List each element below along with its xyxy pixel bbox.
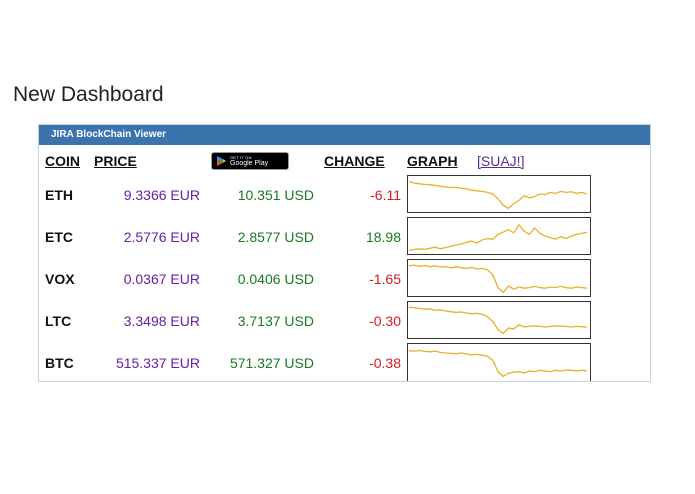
coin-row-ltc: LTC 3.3498 EUR 3.7137 USD -0.30 xyxy=(39,301,650,339)
price-usd: 0.0406 USD xyxy=(237,271,314,287)
coin-symbol: VOX xyxy=(45,271,75,287)
price-eur: 2.5776 EUR xyxy=(123,229,200,245)
price-eur: 515.337 EUR xyxy=(115,355,200,371)
change-value: -1.65 xyxy=(369,271,401,287)
coin-symbol: LTC xyxy=(45,313,72,329)
graph-column-header: GRAPH xyxy=(407,153,458,169)
price-usd: 3.7137 USD xyxy=(237,313,314,329)
price-usd: 2.8577 USD xyxy=(237,229,314,245)
coin-row-etc: ETC 2.5776 EUR 2.8577 USD 18.98 xyxy=(39,217,650,255)
sparkline-line xyxy=(408,181,588,210)
price-eur: 9.3366 EUR xyxy=(123,187,200,203)
sparkline-line xyxy=(408,264,588,294)
sparkline-line xyxy=(408,349,588,378)
page-title: New Dashboard xyxy=(13,83,164,106)
coin-row-btc: BTC 515.337 EUR 571.327 USD -0.38 xyxy=(39,343,650,381)
google-play-badge[interactable]: GET IT ON Google Play xyxy=(211,152,289,170)
change-value: -0.30 xyxy=(369,313,401,329)
coin-column-header: COIN xyxy=(45,153,80,169)
price-eur: 3.3498 EUR xyxy=(123,313,200,329)
play-store-icon xyxy=(217,156,226,166)
sparkline-graph xyxy=(407,259,591,297)
blockchain-viewer-panel: JIRA BlockChain Viewer COIN PRICE GET IT… xyxy=(38,124,651,382)
coin-symbol: ETC xyxy=(45,229,73,245)
sparkline-graph xyxy=(407,175,591,213)
coin-symbol: ETH xyxy=(45,187,73,203)
suaji-link[interactable]: [SUAJ!] xyxy=(477,153,525,169)
sparkline-graph xyxy=(407,301,591,339)
panel-header: JIRA BlockChain Viewer xyxy=(39,125,650,145)
change-value: -6.11 xyxy=(370,187,401,203)
price-eur: 0.0367 EUR xyxy=(123,271,200,287)
coin-row-eth: ETH 9.3366 EUR 10.351 USD -6.11 xyxy=(39,175,650,213)
coin-symbol: BTC xyxy=(45,355,74,371)
badge-small-text: GET IT ON xyxy=(230,154,252,160)
price-column-header: PRICE xyxy=(94,153,137,169)
sparkline-line xyxy=(408,223,588,252)
sparkline-graph xyxy=(407,343,591,381)
change-value: 18.98 xyxy=(365,229,401,245)
price-usd: 571.327 USD xyxy=(229,355,314,371)
sparkline-line xyxy=(408,306,588,335)
price-usd: 10.351 USD xyxy=(237,187,314,203)
badge-store-name: Google Play xyxy=(230,159,269,167)
change-value: -0.38 xyxy=(369,355,401,371)
coin-row-vox: VOX 0.0367 EUR 0.0406 USD -1.65 xyxy=(39,259,650,297)
change-column-header: CHANGE xyxy=(324,153,385,169)
sparkline-graph xyxy=(407,217,591,255)
